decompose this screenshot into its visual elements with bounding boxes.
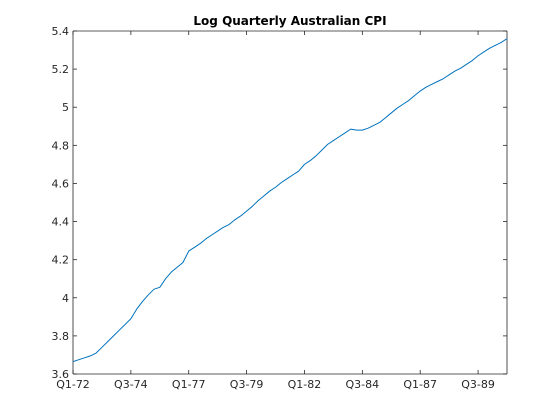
x-tick-label: Q3-79 — [230, 378, 264, 391]
plot-area — [73, 31, 507, 374]
y-tick-label: 3.6 — [52, 368, 70, 381]
y-tick-label: 4.2 — [52, 254, 70, 267]
x-tick-label: Q3-74 — [114, 378, 148, 391]
series-group — [72, 38, 508, 363]
y-axis-ticks: 3.6 3.8 4 4.2 4.4 4.6 4.8 5 5.2 5.4 — [52, 25, 507, 381]
y-tick-label: 5.4 — [52, 25, 70, 38]
x-axis-ticks: Q1-72 Q3-74 Q1-77 Q3-79 Q1-82 Q3-84 Q1-87 Q3-89 — [56, 31, 495, 391]
x-tick-label: Q1-82 — [288, 378, 322, 391]
y-tick-label: 5 — [62, 101, 69, 114]
y-tick-label: 4.4 — [52, 216, 70, 229]
x-tick-label: Q3-84 — [346, 378, 380, 391]
x-tick-label: Q3-89 — [461, 378, 495, 391]
y-tick-label: 3.8 — [52, 330, 70, 343]
y-tick-label: 5.2 — [52, 63, 70, 76]
y-tick-label: 4 — [62, 292, 69, 305]
axes — [72, 30, 508, 375]
y-tick-label: 4.6 — [52, 177, 70, 190]
chart-title: Log Quarterly Australian CPI — [193, 14, 386, 28]
x-tick-label: Q1-87 — [403, 378, 437, 391]
series-line — [72, 38, 508, 363]
y-tick-label: 4.8 — [52, 139, 70, 152]
x-tick-label: Q1-72 — [56, 378, 90, 391]
x-tick-label: Q1-77 — [172, 378, 206, 391]
